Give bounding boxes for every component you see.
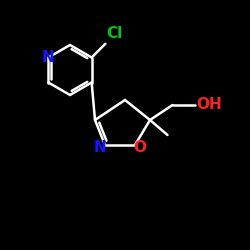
Text: N: N [94,140,107,154]
Text: N: N [42,50,55,65]
Text: OH: OH [196,98,222,112]
Text: O: O [133,140,146,154]
Text: Cl: Cl [107,26,123,41]
